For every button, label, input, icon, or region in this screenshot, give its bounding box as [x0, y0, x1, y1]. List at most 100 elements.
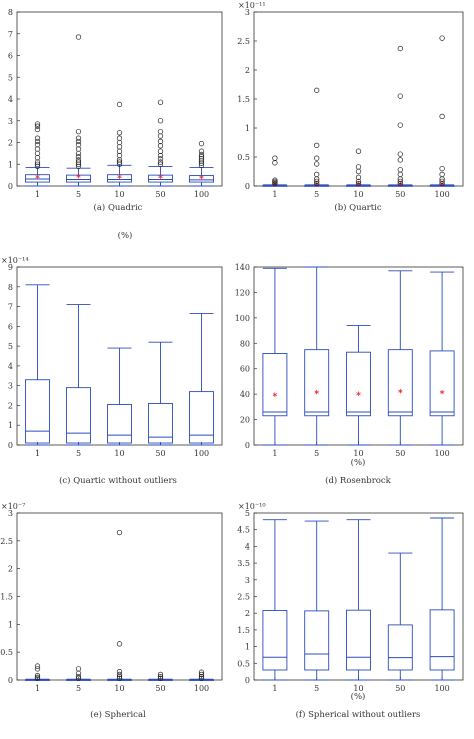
- axis-exponent: ×10⁻⁷: [1, 502, 25, 511]
- outlier-point: [198, 675, 205, 681]
- y-tick-label: 1: [8, 620, 13, 629]
- box-1: *: [25, 121, 50, 187]
- outlier-point: [355, 178, 362, 185]
- outlier-point: [116, 144, 123, 150]
- y-tick-label: 3: [245, 8, 250, 17]
- outlier-point: [397, 171, 403, 178]
- box-body: [429, 609, 455, 671]
- outlier-point: [75, 153, 82, 160]
- y-tick-label: 3: [8, 509, 13, 518]
- mean-marker: *: [158, 174, 163, 184]
- outlier-point: [439, 165, 445, 172]
- chart-panel-1: 0 1 2 3 4 5 6 7 8 1 5 10 50 100 * * * * * (a) Quadric (%): [8, 8, 223, 241]
- box-100: [189, 313, 214, 446]
- outlier-point: [439, 178, 445, 185]
- outlier-point: [75, 146, 82, 152]
- mean-marker: *: [35, 175, 40, 185]
- box-10: *: [107, 101, 132, 187]
- outlier-point: [116, 159, 123, 165]
- outlier-point: [355, 148, 362, 154]
- panel-caption: (b) Quartic: [334, 202, 381, 213]
- x-tick-label: 1: [272, 684, 277, 693]
- outlier-point: [116, 641, 123, 647]
- mean-marker: *: [76, 174, 81, 184]
- mean-marker: *: [398, 389, 403, 399]
- box-body: [25, 174, 50, 183]
- y-tick-label: 0: [8, 676, 13, 685]
- y-tick-label: 5: [245, 509, 250, 518]
- outlier-point: [439, 113, 445, 120]
- mean-marker: *: [356, 182, 361, 192]
- x-tick-label: 5: [76, 684, 81, 693]
- outlier-point: [157, 671, 164, 678]
- y-tick-label: 1: [8, 421, 13, 430]
- box-body: [148, 403, 173, 444]
- chart-panel-4: 0 20 40 60 80 100 120 140 1 5 10 50 100 * * * * * (d) Rose…: [235, 263, 464, 486]
- outlier-point: [157, 148, 164, 154]
- box-body: [107, 404, 132, 444]
- outlier-point: [75, 135, 82, 141]
- y-tick-label: 1: [8, 160, 13, 169]
- box-body: [346, 351, 371, 417]
- x-tick-label: 50: [155, 684, 165, 693]
- outlier-point: [34, 672, 41, 679]
- box-body: [25, 379, 50, 444]
- mean-marker: *: [117, 174, 122, 184]
- y-tick-label: 0: [245, 182, 250, 191]
- chart-panel-3: 0 1 2 3 4 5 6 7 8 9×10⁻¹⁴ 1 5 10 50 100 (c) Quartic wit…: [1, 256, 223, 486]
- box-50: [387, 552, 413, 681]
- y-tick-label: 3: [8, 117, 13, 126]
- x-tick-label: 5: [314, 190, 319, 199]
- box-1: *: [262, 267, 288, 446]
- y-tick-label: 1: [245, 124, 250, 133]
- box-body: [262, 610, 288, 671]
- mean-marker: *: [356, 391, 361, 401]
- outlier-point: [397, 45, 403, 52]
- x-tick-label: 50: [395, 684, 405, 693]
- outlier-point: [439, 171, 445, 178]
- x-tick-label: 50: [395, 449, 405, 458]
- x-tick-label: 1: [35, 449, 40, 458]
- outlier-point: [314, 87, 320, 93]
- box-body: [262, 353, 288, 417]
- y-tick-label: 20: [240, 416, 250, 425]
- box-body: [107, 174, 132, 183]
- box-50: *: [387, 270, 413, 446]
- x-tick-label: 100: [194, 190, 209, 199]
- y-tick-label: 2: [245, 66, 250, 75]
- x-tick-label: 50: [395, 190, 405, 199]
- box-5: [66, 304, 91, 446]
- y-tick-label: 4: [8, 95, 13, 104]
- outlier-point: [157, 675, 164, 681]
- outlier-point: [157, 99, 164, 105]
- outlier-point: [355, 168, 362, 175]
- x-axis-label: (%): [351, 457, 366, 468]
- x-tick-label: 100: [434, 190, 449, 199]
- box-10: [107, 347, 132, 446]
- outlier-point: [116, 101, 123, 108]
- x-tick-label: 1: [35, 684, 40, 693]
- y-tick-label: 0: [8, 182, 13, 191]
- y-tick-label: 140: [235, 263, 250, 272]
- box-100: [429, 517, 455, 681]
- axis-exponent: ×10⁻¹⁰: [238, 502, 266, 511]
- outlier-point: [75, 142, 82, 148]
- outlier-point: [397, 167, 403, 173]
- outlier-point: [397, 93, 403, 99]
- outlier-point: [157, 143, 164, 149]
- outlier-point: [34, 138, 41, 145]
- chart-panel-6: 00.511.522.533.544.55×10⁻¹⁰1 5 10 50 100(f) …: [237, 502, 464, 720]
- box-50: [148, 341, 173, 446]
- outlier-point: [34, 126, 41, 133]
- y-tick-label: 4: [8, 362, 13, 371]
- outlier-point: [34, 161, 41, 167]
- y-tick-label: 1.5: [237, 626, 250, 635]
- x-tick-label: 10: [353, 449, 363, 458]
- outlier-point: [75, 34, 82, 40]
- outlier-point: [116, 669, 123, 675]
- box-body: [148, 174, 173, 183]
- y-tick-label: 3: [8, 382, 13, 391]
- x-tick-label: 100: [434, 684, 449, 693]
- outlier-point: [439, 35, 445, 41]
- outlier-point: [116, 152, 123, 159]
